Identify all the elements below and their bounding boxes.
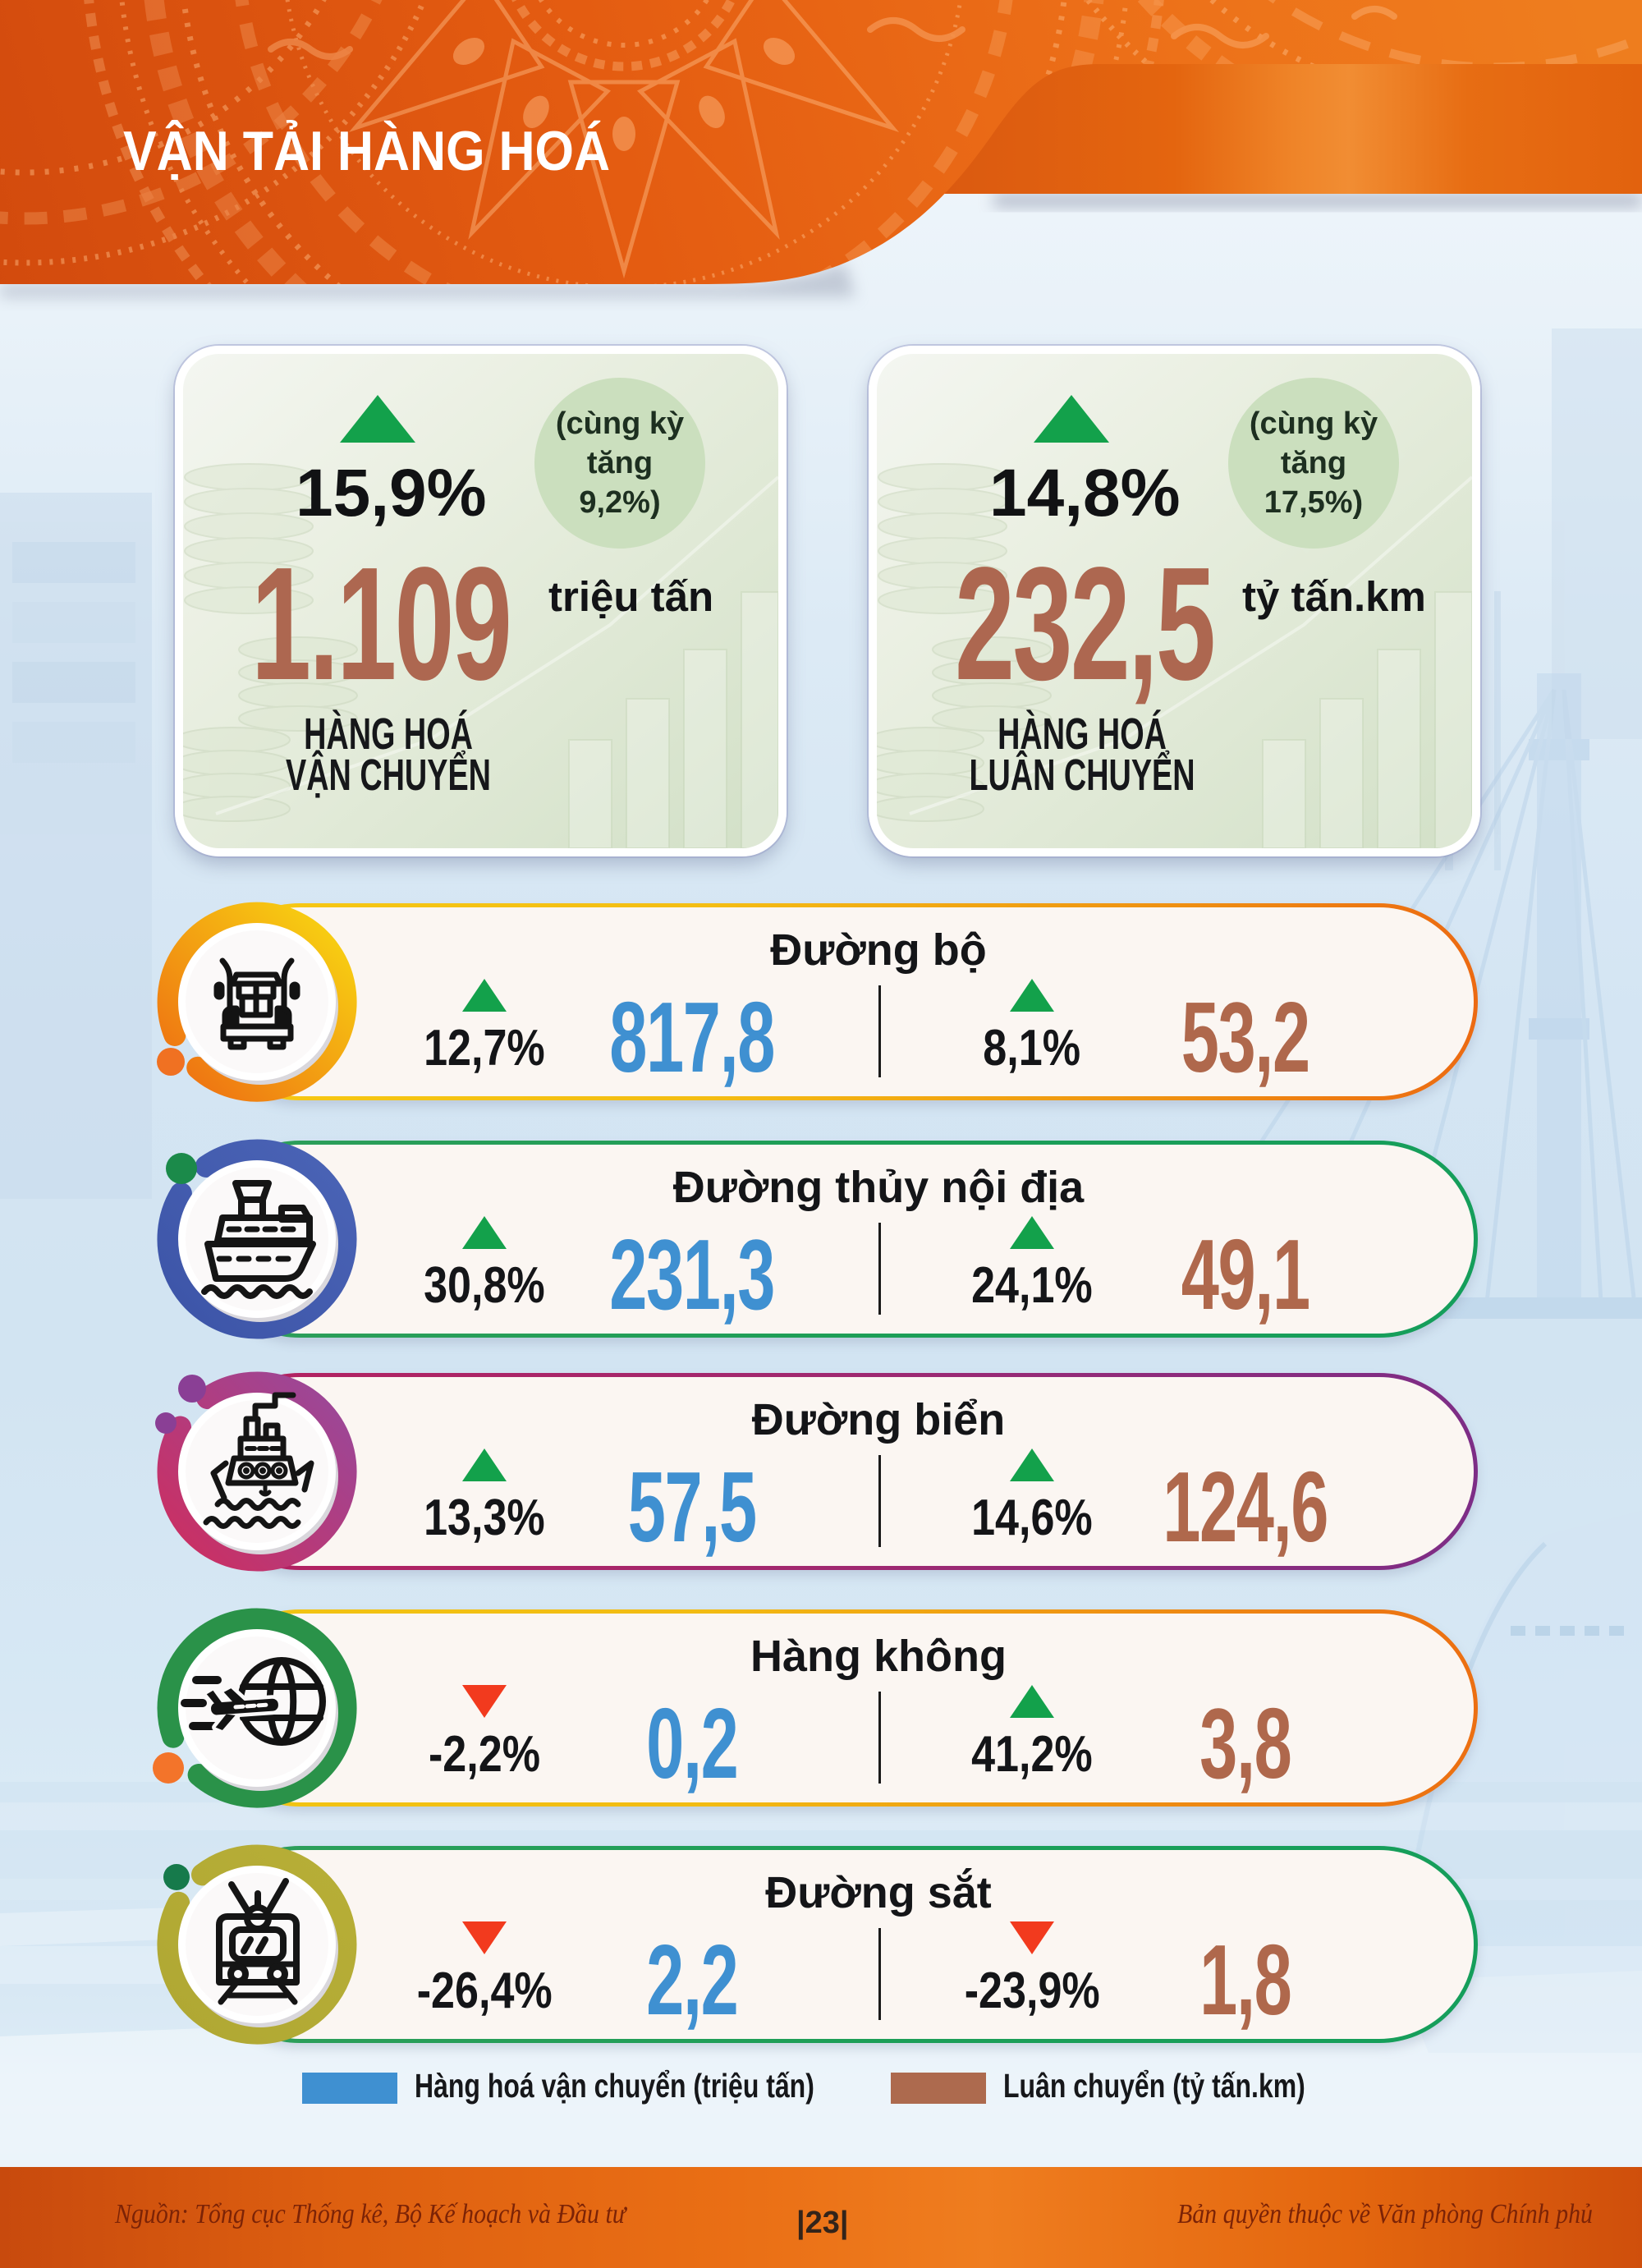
- svg-text:VẬN TẢI HÀNG HOÁ: VẬN TẢI HÀNG HOÁ: [123, 119, 610, 182]
